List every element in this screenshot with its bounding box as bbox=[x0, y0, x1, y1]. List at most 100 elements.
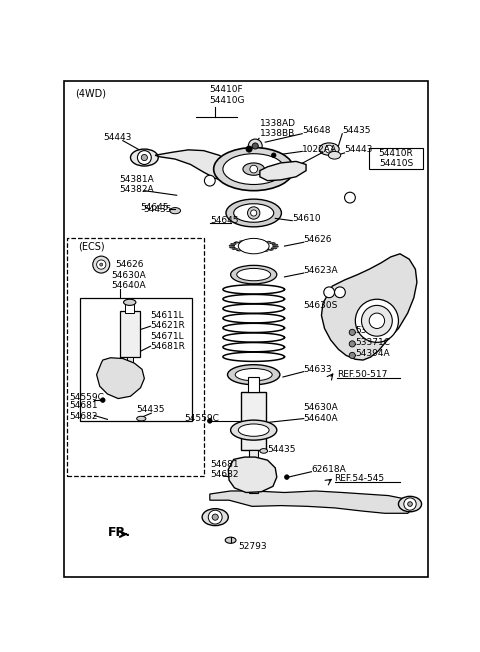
Circle shape bbox=[250, 165, 258, 173]
Circle shape bbox=[325, 145, 333, 153]
Polygon shape bbox=[229, 247, 235, 248]
Polygon shape bbox=[267, 249, 274, 250]
Ellipse shape bbox=[137, 416, 146, 421]
Bar bbox=[241, 393, 266, 450]
Text: 1338AD
1338BB: 1338AD 1338BB bbox=[260, 119, 296, 138]
Bar bbox=[248, 377, 259, 393]
Text: 54443: 54443 bbox=[345, 145, 373, 155]
Polygon shape bbox=[260, 162, 306, 181]
Text: 54610: 54610 bbox=[292, 214, 321, 223]
Polygon shape bbox=[269, 243, 276, 244]
Text: 54645: 54645 bbox=[141, 203, 169, 212]
Ellipse shape bbox=[243, 163, 264, 175]
Ellipse shape bbox=[226, 199, 281, 227]
Ellipse shape bbox=[235, 368, 272, 381]
Text: 54626: 54626 bbox=[304, 235, 332, 244]
Circle shape bbox=[324, 287, 335, 298]
Text: 54559C: 54559C bbox=[70, 393, 105, 402]
Ellipse shape bbox=[234, 203, 274, 222]
Text: 54410F
54410G: 54410F 54410G bbox=[209, 85, 244, 105]
Ellipse shape bbox=[230, 265, 277, 284]
Text: 54381A
54382A: 54381A 54382A bbox=[119, 175, 154, 194]
Polygon shape bbox=[260, 240, 265, 241]
Circle shape bbox=[369, 313, 384, 329]
Polygon shape bbox=[271, 248, 277, 249]
Circle shape bbox=[248, 139, 262, 153]
Text: (4WD): (4WD) bbox=[75, 89, 106, 98]
Bar bbox=[120, 311, 140, 357]
Ellipse shape bbox=[123, 299, 136, 305]
Text: (ECS): (ECS) bbox=[78, 241, 105, 251]
Circle shape bbox=[335, 287, 345, 298]
Text: REF.50-517: REF.50-517 bbox=[337, 370, 387, 379]
Bar bbox=[81, 298, 192, 421]
Bar bbox=[369, 147, 423, 169]
Polygon shape bbox=[155, 150, 237, 181]
Circle shape bbox=[361, 305, 392, 336]
Text: 54559C: 54559C bbox=[184, 414, 219, 423]
Bar bbox=[125, 304, 134, 313]
Bar bbox=[127, 357, 133, 386]
Bar bbox=[67, 239, 204, 475]
Ellipse shape bbox=[328, 151, 341, 159]
Circle shape bbox=[355, 299, 398, 342]
Circle shape bbox=[248, 207, 260, 219]
Text: 54630A
54640A: 54630A 54640A bbox=[111, 271, 146, 290]
Text: 54630S: 54630S bbox=[304, 301, 338, 310]
Polygon shape bbox=[322, 254, 417, 360]
Text: 54435: 54435 bbox=[267, 445, 295, 454]
Circle shape bbox=[212, 514, 218, 520]
Polygon shape bbox=[236, 250, 242, 251]
Polygon shape bbox=[265, 241, 271, 243]
Text: 54671L
54681R: 54671L 54681R bbox=[151, 332, 185, 351]
Polygon shape bbox=[228, 457, 277, 492]
Text: 54681
54682: 54681 54682 bbox=[210, 460, 239, 479]
Text: 54681
54682: 54681 54682 bbox=[70, 401, 98, 421]
Circle shape bbox=[349, 352, 355, 359]
Ellipse shape bbox=[238, 424, 269, 436]
Text: 54623A: 54623A bbox=[304, 266, 338, 275]
Ellipse shape bbox=[228, 364, 280, 385]
Polygon shape bbox=[239, 241, 245, 242]
Text: REF.54-545: REF.54-545 bbox=[335, 474, 384, 483]
Text: 54443: 54443 bbox=[104, 133, 132, 142]
Text: 54630A
54640A: 54630A 54640A bbox=[304, 404, 338, 423]
Polygon shape bbox=[272, 244, 278, 245]
Polygon shape bbox=[273, 246, 278, 247]
Ellipse shape bbox=[225, 537, 236, 543]
Ellipse shape bbox=[214, 147, 294, 190]
Text: 53725: 53725 bbox=[355, 326, 384, 335]
Circle shape bbox=[404, 498, 416, 511]
Circle shape bbox=[271, 153, 276, 158]
Circle shape bbox=[204, 175, 215, 186]
Polygon shape bbox=[229, 245, 235, 246]
Text: 54410R
54410S: 54410R 54410S bbox=[379, 149, 414, 168]
Circle shape bbox=[100, 398, 105, 402]
Ellipse shape bbox=[202, 509, 228, 526]
Ellipse shape bbox=[319, 143, 339, 155]
Ellipse shape bbox=[223, 154, 285, 185]
Ellipse shape bbox=[238, 239, 269, 254]
Text: A: A bbox=[326, 288, 332, 297]
Polygon shape bbox=[242, 251, 248, 252]
Circle shape bbox=[207, 419, 212, 423]
Polygon shape bbox=[232, 248, 238, 250]
Text: B: B bbox=[347, 193, 353, 202]
Text: 54633: 54633 bbox=[304, 365, 332, 374]
Circle shape bbox=[349, 329, 355, 335]
Ellipse shape bbox=[131, 149, 158, 166]
Text: 54626: 54626 bbox=[115, 260, 144, 269]
Text: 54435: 54435 bbox=[144, 205, 172, 214]
Ellipse shape bbox=[170, 207, 180, 214]
Polygon shape bbox=[230, 243, 237, 244]
Polygon shape bbox=[96, 358, 144, 398]
Text: 54648: 54648 bbox=[302, 126, 331, 135]
Text: B: B bbox=[337, 288, 343, 297]
Text: 54611L
54621R: 54611L 54621R bbox=[151, 311, 185, 331]
Text: 1022AA: 1022AA bbox=[302, 145, 337, 154]
Text: 54435: 54435 bbox=[342, 126, 371, 135]
Circle shape bbox=[100, 263, 103, 266]
Circle shape bbox=[93, 256, 110, 273]
Ellipse shape bbox=[260, 449, 267, 453]
Circle shape bbox=[251, 210, 257, 216]
